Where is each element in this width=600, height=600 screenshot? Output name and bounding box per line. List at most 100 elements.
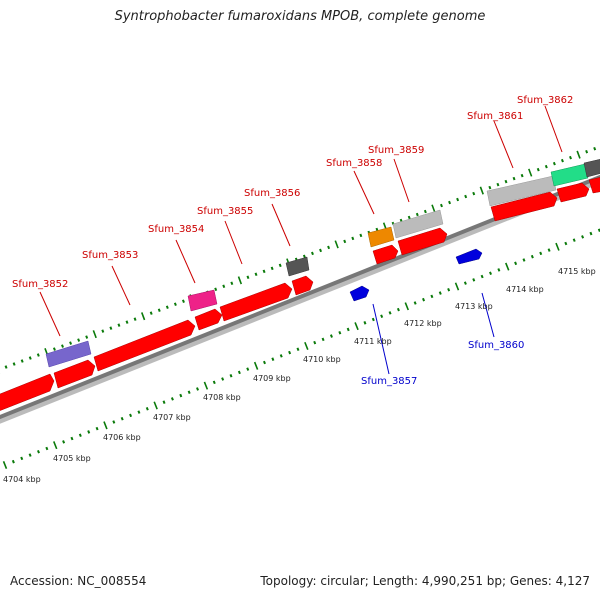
gene-label-3854[interactable]: Sfum_3854	[148, 224, 204, 235]
gene-feature-3859[interactable]	[392, 209, 444, 239]
major-tick	[92, 330, 97, 339]
minor-tick	[338, 330, 342, 335]
minor-tick	[302, 254, 306, 259]
minor-tick	[11, 459, 15, 464]
gene-feature-3861[interactable]	[486, 175, 557, 207]
minor-tick	[388, 311, 392, 315]
gene-label-3855[interactable]: Sfum_3855	[197, 206, 253, 217]
minor-tick	[413, 301, 417, 305]
minor-tick	[464, 194, 468, 199]
gene-feature-3856[interactable]	[285, 256, 310, 277]
minor-tick	[359, 233, 363, 238]
forward-feature-track	[45, 157, 600, 368]
kbp-label: 4709 kbp	[253, 374, 291, 383]
gene-feature-3857[interactable]	[349, 285, 370, 302]
gene-feature-3860[interactable]	[455, 248, 483, 265]
cds-arrow[interactable]	[53, 359, 96, 389]
kbp-label: 4713 kbp	[455, 302, 493, 311]
gene-feature-3854[interactable]	[187, 289, 218, 312]
minor-tick	[78, 433, 82, 438]
minor-tick	[101, 329, 105, 333]
major-tick	[237, 276, 243, 285]
minor-tick	[288, 350, 292, 355]
minor-tick	[514, 261, 518, 266]
forward-cds-track	[0, 175, 600, 411]
minor-tick	[279, 354, 283, 358]
minor-tick	[564, 241, 568, 246]
minor-tick	[536, 167, 540, 172]
minor-tick	[480, 274, 484, 279]
minor-tick	[137, 410, 141, 414]
cds-arrow[interactable]	[194, 308, 223, 331]
minor-tick	[230, 281, 234, 286]
minor-tick	[423, 209, 427, 214]
minor-tick	[296, 347, 300, 352]
minor-tick	[173, 302, 177, 306]
kbp-label: 4710 kbp	[303, 355, 341, 364]
major-tick	[103, 421, 108, 430]
major-tick	[2, 460, 8, 470]
major-tick	[140, 312, 146, 321]
minor-tick	[488, 185, 492, 190]
minor-tick	[278, 263, 282, 268]
cds-arrow[interactable]	[490, 191, 558, 222]
kbp-label: 4706 kbp	[103, 433, 141, 442]
minor-tick	[4, 365, 8, 369]
minor-tick	[87, 430, 91, 434]
gene-label-3857[interactable]: Sfum_3857	[361, 376, 417, 387]
cds-arrow[interactable]	[291, 275, 314, 296]
major-tick	[334, 240, 339, 249]
gene-feature-3858[interactable]	[367, 226, 395, 248]
major-tick	[555, 242, 560, 251]
minor-tick	[363, 321, 367, 325]
minor-tick	[319, 248, 322, 253]
kbp-label: 4708 kbp	[203, 393, 241, 402]
gene-feature-3852[interactable]	[45, 340, 92, 368]
minor-tick	[472, 191, 476, 196]
minor-tick	[229, 373, 233, 378]
gene-label-3858[interactable]: Sfum_3858	[326, 158, 382, 169]
major-tick	[454, 282, 460, 291]
gene-feature-3862[interactable]	[550, 163, 589, 187]
minor-tick	[497, 268, 501, 272]
minor-tick	[585, 149, 589, 154]
cds-arrow[interactable]	[588, 175, 600, 194]
minor-tick	[117, 323, 121, 327]
forward-gene-labels: Sfum_3852 Sfum_3853 Sfum_3854 Sfum_3855 …	[12, 95, 573, 290]
kbp-label: 4707 kbp	[153, 413, 191, 422]
minor-tick	[327, 245, 331, 250]
minor-tick	[95, 426, 99, 431]
minor-tick	[440, 203, 443, 208]
gene-label-3852[interactable]: Sfum_3852	[12, 279, 68, 290]
gene-label-3862[interactable]: Sfum_3862	[517, 95, 573, 106]
minor-tick	[214, 287, 218, 292]
cds-arrow[interactable]	[219, 282, 293, 322]
gene-label-3856[interactable]: Sfum_3856	[244, 188, 300, 199]
kbp-label: 4715 kbp	[558, 267, 596, 276]
cds-arrow[interactable]	[556, 182, 590, 203]
major-tick	[203, 381, 209, 390]
minor-tick	[329, 334, 333, 338]
gene-label-3859[interactable]: Sfum_3859	[368, 145, 424, 156]
gene-feature-grey[interactable]	[583, 157, 600, 178]
minor-tick	[222, 284, 226, 289]
minor-tick	[170, 397, 174, 401]
cds-arrow[interactable]	[93, 319, 196, 372]
minor-tick	[20, 456, 24, 461]
minor-tick	[246, 275, 250, 280]
gene-label-3861[interactable]: Sfum_3861	[467, 111, 523, 122]
minor-tick	[212, 380, 216, 385]
cds-arrow[interactable]	[0, 373, 55, 411]
gene-label-3860[interactable]: Sfum_3860	[468, 340, 524, 351]
minor-tick	[552, 161, 556, 166]
cds-arrow[interactable]	[397, 227, 448, 256]
minor-tick	[125, 320, 129, 324]
minor-tick	[560, 158, 564, 163]
minor-tick	[37, 450, 40, 454]
kbp-label: 4704 kbp	[3, 475, 41, 484]
reverse-gene-labels: Sfum_3857 Sfum_3860	[361, 340, 524, 387]
cds-arrow[interactable]	[372, 244, 399, 265]
genome-summary-text: Topology: circular; Length: 4,990,251 bp…	[260, 574, 590, 588]
gene-label-3853[interactable]: Sfum_3853	[82, 250, 138, 261]
minor-tick	[396, 307, 400, 312]
